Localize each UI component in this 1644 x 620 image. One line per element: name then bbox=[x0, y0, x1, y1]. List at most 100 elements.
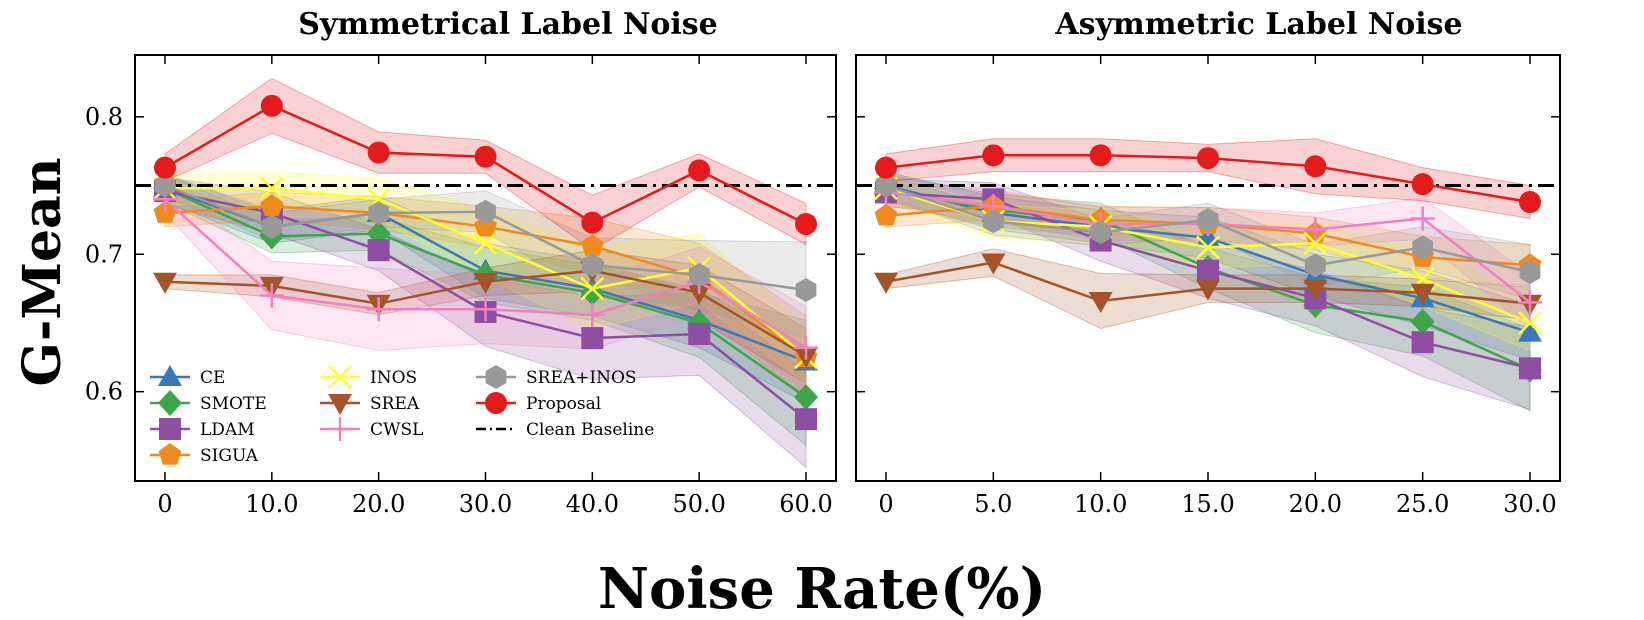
legend-marker-srea-inos bbox=[485, 365, 507, 389]
legend-label-ldam: LDAM bbox=[200, 420, 255, 440]
left-point-srea-inos-6 bbox=[795, 278, 817, 302]
left-point-proposal-4 bbox=[581, 211, 604, 234]
left-point-sigua-1 bbox=[260, 194, 284, 216]
left-plot: 0 10.0 20.0 30.0 40.0 50.0 60.0 0.6 0.7 0.8 bbox=[85, 54, 837, 518]
legend-label-sigua: SIGUA bbox=[200, 446, 259, 466]
left-point-srea-inos-0 bbox=[154, 173, 176, 198]
left-point-smote-6 bbox=[794, 384, 818, 411]
left-point-proposal-0 bbox=[154, 156, 176, 179]
right-x-tick-label: 15.0 bbox=[1181, 490, 1234, 518]
left-point-srea-inos-3 bbox=[475, 199, 496, 224]
left-point-proposal-6 bbox=[795, 213, 817, 236]
left-point-inos-3 bbox=[473, 231, 498, 256]
legend-label-inos: INOS bbox=[370, 368, 417, 388]
right-point-srea-4 bbox=[1303, 279, 1328, 301]
left-point-proposal-2 bbox=[367, 141, 390, 164]
left-series-srea-inos bbox=[154, 173, 817, 302]
left-point-cwsl-1 bbox=[259, 283, 284, 308]
right-point-proposal-2 bbox=[1089, 144, 1112, 167]
legend-marker-smote bbox=[158, 390, 182, 416]
legend-item-cwsl: CWSL bbox=[320, 417, 423, 441]
right-point-srea-1 bbox=[981, 253, 1006, 275]
right-point-srea-inos-5 bbox=[1412, 235, 1434, 260]
left-band-smote bbox=[164, 173, 807, 447]
right-point-srea-inos-1 bbox=[982, 209, 1004, 234]
left-point-inos-4 bbox=[580, 276, 605, 301]
right-point-srea-inos-3 bbox=[1197, 207, 1219, 232]
left-point-srea-inos-2 bbox=[368, 201, 390, 225]
left-point-cwsl-2 bbox=[366, 297, 391, 322]
legend-label-clean-baseline: Clean Baseline bbox=[526, 420, 654, 440]
left-point-proposal-1 bbox=[260, 94, 283, 117]
right-x-tick-label: 0 bbox=[878, 490, 893, 518]
legend-item-smote: SMOTE bbox=[150, 390, 267, 416]
right-point-smote-5 bbox=[1410, 308, 1435, 335]
left-x-tick-label: 0 bbox=[157, 490, 172, 518]
legend-item-clean-baseline: Clean Baseline bbox=[476, 420, 654, 440]
right-point-proposal-6 bbox=[1519, 191, 1541, 214]
left-point-srea-3 bbox=[473, 272, 498, 294]
right-series-proposal bbox=[875, 144, 1541, 214]
left-point-srea-0 bbox=[153, 272, 177, 294]
right-point-proposal-3 bbox=[1197, 147, 1219, 170]
legend-label-cwsl: CWSL bbox=[370, 420, 423, 440]
y-tick-label: 0.7 bbox=[85, 240, 123, 268]
right-point-srea-5 bbox=[1410, 283, 1435, 305]
right-series-srea-inos bbox=[875, 173, 1541, 285]
right-point-srea-inos-2 bbox=[1090, 220, 1112, 245]
left-point-cwsl-3 bbox=[473, 297, 498, 322]
legend-item-srea: SREA bbox=[320, 394, 420, 415]
legend-marker-ldam bbox=[159, 418, 181, 440]
left-point-sigua-4 bbox=[580, 234, 604, 256]
right-point-proposal-0 bbox=[875, 156, 897, 179]
y-tick-label: 0.8 bbox=[85, 103, 123, 131]
right-point-ldam-3 bbox=[1197, 259, 1219, 282]
right-point-cwsl-6 bbox=[1518, 290, 1542, 315]
right-panel-title: Asymmetric Label Noise bbox=[1054, 7, 1462, 42]
left-point-cwsl-4 bbox=[580, 302, 605, 327]
legend-label-srea: SREA bbox=[370, 394, 420, 414]
left-point-ldam-5 bbox=[688, 322, 711, 345]
left-x-tick-label: 50.0 bbox=[672, 490, 725, 518]
legend-marker-proposal bbox=[485, 392, 507, 414]
legend-marker-srea bbox=[328, 394, 352, 415]
legend-marker-inos bbox=[328, 365, 352, 389]
left-panel-title: Symmetrical Label Noise bbox=[298, 7, 718, 42]
legend-item-srea-inos: SREA+INOS bbox=[476, 365, 637, 389]
x-axis-label: Noise Rate(%) bbox=[598, 556, 1046, 620]
left-x-tick-label: 60.0 bbox=[779, 490, 832, 518]
legend-item-proposal: Proposal bbox=[476, 392, 601, 414]
right-point-cwsl-5 bbox=[1410, 206, 1435, 231]
right-point-proposal-1 bbox=[982, 144, 1005, 167]
right-point-proposal-5 bbox=[1411, 173, 1434, 196]
left-x-tick-label: 10.0 bbox=[245, 490, 298, 518]
left-point-srea-inos-4 bbox=[581, 253, 603, 278]
right-point-srea-3 bbox=[1196, 279, 1220, 301]
left-x-tick-label: 40.0 bbox=[566, 490, 619, 518]
right-point-sigua-0 bbox=[874, 203, 898, 226]
right-band-proposal bbox=[885, 138, 1531, 220]
legend-label-srea-inos: SREA+INOS bbox=[526, 368, 637, 388]
y-tick-label: 0.6 bbox=[85, 378, 123, 406]
right-point-srea-inos-4 bbox=[1304, 253, 1326, 278]
legend-item-ce: CE bbox=[150, 365, 225, 388]
right-point-srea-2 bbox=[1088, 291, 1113, 313]
legend-item-ldam: LDAM bbox=[150, 418, 255, 440]
left-x-tick-label: 30.0 bbox=[459, 490, 512, 518]
legend-label-ce: CE bbox=[200, 368, 225, 388]
legend-item-sigua: SIGUA bbox=[150, 443, 259, 466]
right-point-srea-inos-0 bbox=[875, 173, 897, 198]
legend-item-inos: INOS bbox=[320, 365, 417, 389]
left-point-srea-inos-1 bbox=[261, 214, 283, 239]
right-x-tick-label: 30.0 bbox=[1503, 490, 1556, 518]
y-axis-label: G-Mean bbox=[12, 157, 73, 386]
legend-marker-ce bbox=[158, 365, 182, 386]
left-point-inos-1 bbox=[259, 176, 284, 201]
right-point-inos-6 bbox=[1518, 311, 1542, 335]
right-x-tick-label: 5.0 bbox=[974, 490, 1012, 518]
right-point-ce-6 bbox=[1518, 320, 1542, 342]
legend-label-smote: SMOTE bbox=[200, 394, 267, 414]
right-point-inos-3 bbox=[1196, 235, 1220, 260]
left-x-tick-label: 20.0 bbox=[352, 490, 405, 518]
